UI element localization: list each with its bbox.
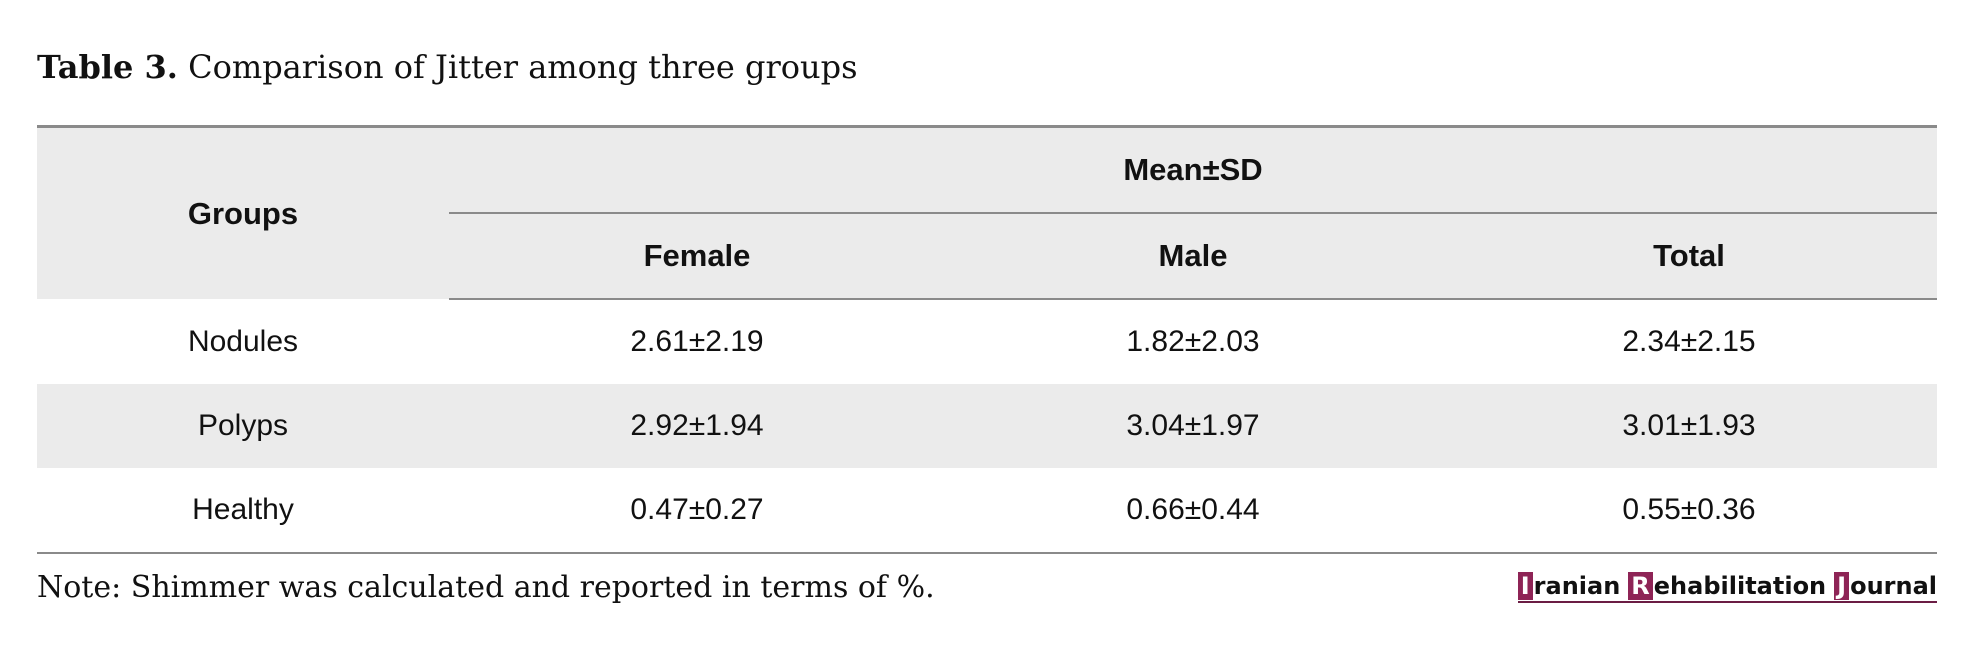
table-row-nodules: Nodules 2.61±2.19 1.82±2.03 2.34±2.15 xyxy=(37,299,1937,384)
female-cell: 2.61±2.19 xyxy=(630,325,764,358)
male-cell: 1.82±2.03 xyxy=(1126,325,1260,358)
table-note: Note: Shimmer was calculated and reporte… xyxy=(37,570,935,605)
journal-initial: I xyxy=(1517,572,1533,600)
total-cell: 3.01±1.93 xyxy=(1441,384,1937,468)
journal-initial: J xyxy=(1834,572,1850,600)
group-cell: Nodules xyxy=(187,324,299,358)
journal-initial: R xyxy=(1628,572,1653,600)
group-cell: Healthy xyxy=(37,468,449,554)
table-caption-title: Comparison of Jitter among three groups xyxy=(188,48,858,86)
male-cell: 3.04±1.97 xyxy=(945,384,1441,468)
table-row-polyps: Polyps 2.92±1.94 3.04±1.97 3.01±1.93 xyxy=(37,384,1937,468)
table-caption: Table 3. Comparison of Jitter among thre… xyxy=(37,48,858,86)
journal-word-rest: ranian xyxy=(1533,572,1621,600)
journal-word-rest: ournal xyxy=(1850,572,1937,600)
female-cell: 0.47±0.27 xyxy=(449,468,945,554)
female-cell: 2.92±1.94 xyxy=(449,384,945,468)
male-cell: 0.66±0.44 xyxy=(945,468,1441,554)
groups-column-header: Groups xyxy=(37,125,449,299)
table-caption-label: Table 3. xyxy=(37,48,178,86)
journal-word-rest: ehabilitation xyxy=(1653,572,1827,600)
female-column-header: Female xyxy=(449,212,945,300)
total-cell: 0.55±0.36 xyxy=(1441,468,1937,554)
group-cell: Polyps xyxy=(37,384,449,468)
total-column-header: Total xyxy=(1441,212,1937,300)
mean-sd-header: Mean±SD xyxy=(449,125,1937,213)
total-cell: 2.34±2.15 xyxy=(1622,325,1756,358)
table-row-healthy: Healthy 0.47±0.27 0.66±0.44 0.55±0.36 xyxy=(37,468,1937,554)
male-column-header: Male xyxy=(945,212,1441,300)
jitter-comparison-table: Groups Mean±SD Female Male Total Nodules… xyxy=(37,125,1937,554)
